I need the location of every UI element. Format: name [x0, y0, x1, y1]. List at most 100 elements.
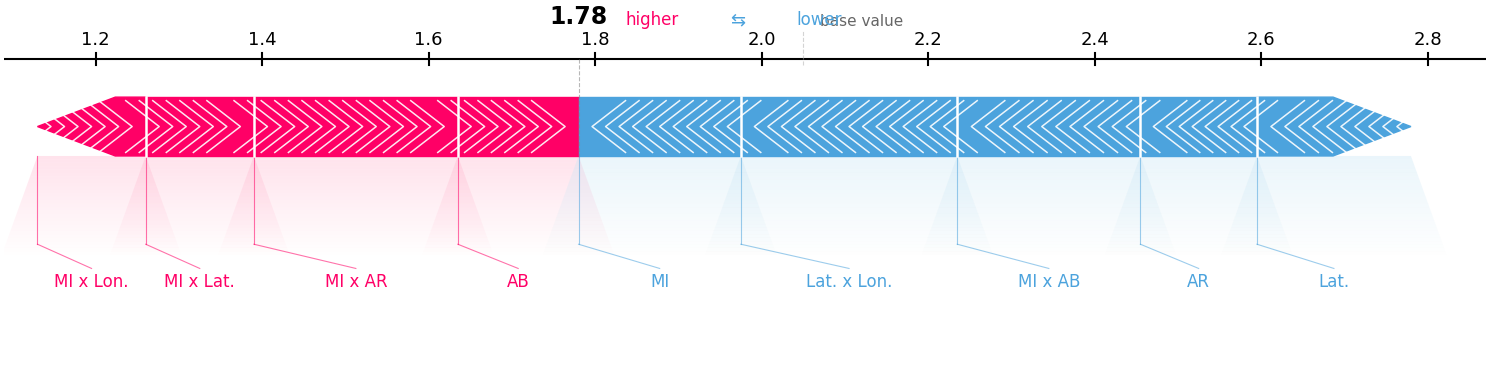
Polygon shape [1115, 224, 1283, 228]
Polygon shape [1250, 173, 1418, 176]
Text: AB: AB [507, 273, 529, 291]
Polygon shape [560, 204, 760, 207]
Polygon shape [1255, 159, 1414, 163]
Polygon shape [563, 194, 755, 197]
Polygon shape [127, 207, 274, 210]
Polygon shape [563, 197, 757, 200]
Polygon shape [137, 176, 262, 180]
Polygon shape [122, 217, 277, 221]
Polygon shape [24, 190, 159, 194]
Polygon shape [937, 207, 1161, 210]
Polygon shape [240, 194, 472, 197]
Polygon shape [1249, 176, 1420, 180]
Polygon shape [720, 210, 977, 214]
Polygon shape [715, 224, 983, 228]
Polygon shape [16, 210, 167, 214]
Polygon shape [1128, 186, 1269, 190]
Polygon shape [1120, 207, 1277, 210]
Polygon shape [225, 231, 486, 234]
Polygon shape [741, 97, 957, 156]
Polygon shape [1116, 221, 1281, 224]
Text: higher: higher [626, 11, 679, 29]
Polygon shape [237, 200, 475, 204]
Polygon shape [134, 183, 265, 186]
Polygon shape [940, 200, 1158, 204]
Polygon shape [435, 214, 600, 217]
Polygon shape [1235, 214, 1433, 217]
Polygon shape [736, 166, 963, 170]
Polygon shape [930, 228, 1167, 231]
Polygon shape [18, 207, 165, 210]
Polygon shape [1240, 200, 1427, 204]
Polygon shape [957, 156, 1141, 159]
Polygon shape [429, 231, 606, 234]
Polygon shape [717, 221, 982, 224]
Polygon shape [232, 214, 480, 217]
Polygon shape [1137, 163, 1261, 166]
Polygon shape [443, 197, 595, 200]
Polygon shape [548, 234, 770, 238]
Polygon shape [228, 224, 484, 228]
Polygon shape [235, 204, 477, 207]
Polygon shape [1122, 204, 1275, 207]
Text: MI x AR: MI x AR [325, 273, 387, 291]
Polygon shape [1126, 190, 1271, 194]
Text: 2.2: 2.2 [913, 31, 943, 49]
Polygon shape [133, 190, 267, 194]
Polygon shape [927, 238, 1171, 241]
Polygon shape [240, 190, 471, 194]
Polygon shape [143, 159, 256, 163]
Polygon shape [7, 238, 176, 241]
Polygon shape [1250, 170, 1417, 173]
Polygon shape [568, 183, 752, 186]
Polygon shape [1243, 194, 1426, 197]
Polygon shape [1132, 176, 1265, 180]
Polygon shape [13, 217, 168, 221]
Polygon shape [34, 159, 148, 163]
Polygon shape [1123, 200, 1274, 204]
Polygon shape [946, 183, 1152, 186]
Polygon shape [925, 241, 1173, 244]
Polygon shape [934, 217, 1164, 221]
Polygon shape [949, 176, 1149, 180]
Polygon shape [1241, 197, 1427, 200]
Polygon shape [739, 156, 958, 159]
Polygon shape [33, 166, 150, 170]
Polygon shape [724, 197, 973, 200]
Text: MI: MI [650, 273, 669, 291]
Text: Lat.: Lat. [1319, 273, 1350, 291]
Polygon shape [142, 163, 258, 166]
Polygon shape [241, 186, 471, 190]
Polygon shape [21, 200, 162, 204]
Polygon shape [556, 217, 764, 221]
Polygon shape [12, 224, 171, 228]
Polygon shape [945, 186, 1153, 190]
Polygon shape [243, 183, 469, 186]
Polygon shape [565, 190, 754, 194]
Polygon shape [1109, 241, 1289, 244]
Polygon shape [119, 228, 282, 231]
Polygon shape [1112, 234, 1286, 238]
Polygon shape [118, 231, 282, 234]
Polygon shape [428, 234, 608, 238]
Polygon shape [1112, 231, 1286, 234]
Polygon shape [928, 234, 1170, 238]
Polygon shape [1125, 197, 1272, 200]
Polygon shape [250, 163, 462, 166]
Polygon shape [726, 194, 971, 197]
Polygon shape [30, 173, 153, 176]
Text: ⇆: ⇆ [730, 11, 745, 29]
Polygon shape [730, 183, 968, 186]
Polygon shape [28, 176, 155, 180]
Polygon shape [557, 210, 761, 214]
Polygon shape [739, 159, 960, 163]
Polygon shape [224, 238, 489, 241]
Polygon shape [130, 197, 270, 200]
Polygon shape [936, 210, 1161, 214]
Text: 2.8: 2.8 [1413, 31, 1442, 49]
Text: 2.0: 2.0 [748, 31, 776, 49]
Polygon shape [723, 204, 976, 207]
Polygon shape [1140, 156, 1258, 159]
Polygon shape [238, 197, 474, 200]
Polygon shape [226, 228, 484, 231]
